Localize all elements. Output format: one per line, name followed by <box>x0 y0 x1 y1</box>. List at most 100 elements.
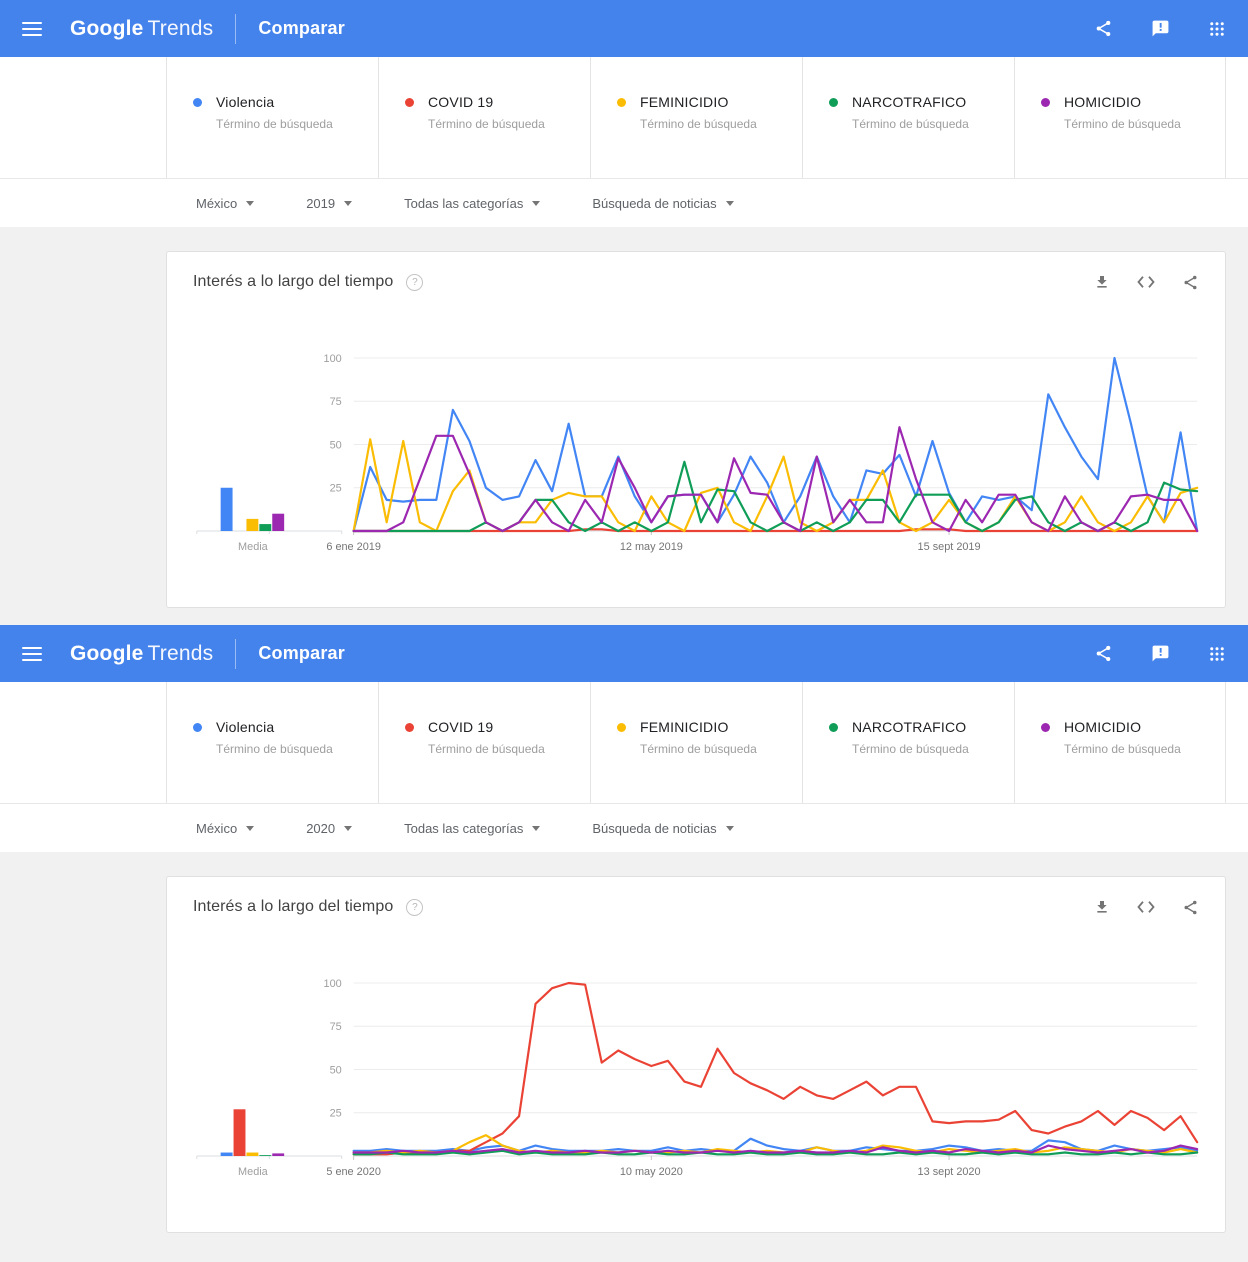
filter-country-value: México <box>196 820 238 836</box>
series-color-dot <box>1041 97 1050 107</box>
caret-down-icon <box>246 200 255 206</box>
help-icon[interactable]: ? <box>406 273 424 291</box>
term-label: FEMINICIDIO <box>640 719 729 735</box>
svg-text:13 sept 2020: 13 sept 2020 <box>918 1166 981 1178</box>
term-type-label: Término de búsqueda <box>640 742 757 756</box>
caret-down-icon <box>725 200 734 206</box>
chart-section: Interés a lo largo del tiempo ? 25 50 75 10… <box>0 852 1248 1250</box>
series-color-dot <box>405 97 414 107</box>
share-icon[interactable] <box>1182 274 1199 291</box>
term-card-homicidio[interactable]: HOMICIDIO Término de búsqueda <box>1014 57 1226 178</box>
menu-icon[interactable] <box>22 646 42 661</box>
interest-over-time-chart-2019: 25 50 75 100 6 ene 2019 12 may 2019 15 sept 20… <box>196 353 1199 553</box>
filter-country-dropdown[interactable]: México <box>196 820 255 836</box>
filter-time-dropdown[interactable]: 2019 <box>306 195 353 211</box>
header-actions <box>1094 19 1226 38</box>
panel-2019: Google Trends Comparar Violencia Término … <box>0 0 1248 625</box>
feedback-icon[interactable] <box>1151 644 1170 663</box>
term-card-feminicidio[interactable]: FEMINICIDIO Término de búsqueda <box>590 682 802 803</box>
filter-category-dropdown[interactable]: Todas las categorías <box>404 821 541 836</box>
download-icon[interactable] <box>1094 899 1110 915</box>
google-trends-logo[interactable]: Google Trends <box>70 17 213 41</box>
series-color-dot <box>617 722 626 732</box>
term-type-label: Término de búsqueda <box>428 742 545 756</box>
app-bar: Google Trends Comparar <box>0 625 1248 682</box>
filter-time-dropdown[interactable]: 2020 <box>306 820 353 836</box>
term-type-label: Término de búsqueda <box>1064 742 1181 756</box>
term-type-label: Término de búsqueda <box>216 742 333 756</box>
filter-time-value: 2020 <box>306 820 336 836</box>
term-label: Violencia <box>216 719 275 735</box>
svg-text:75: 75 <box>330 396 342 408</box>
term-type-label: Término de búsqueda <box>428 117 545 131</box>
filter-country-value: México <box>196 195 238 211</box>
term-card-covid-19[interactable]: COVID 19 Término de búsqueda <box>378 57 590 178</box>
term-type-label: Término de búsqueda <box>852 742 969 756</box>
term-label: Violencia <box>216 94 275 110</box>
header-divider <box>235 13 237 44</box>
search-terms-row: Violencia Término de búsqueda COVID 19 T… <box>0 682 1248 804</box>
chart-title: Interés a lo largo del tiempo <box>193 273 394 290</box>
term-type-label: Término de búsqueda <box>640 117 757 131</box>
series-color-dot <box>829 722 838 732</box>
series-color-dot <box>193 722 202 732</box>
filter-category-dropdown[interactable]: Todas las categorías <box>404 196 541 211</box>
svg-text:25: 25 <box>330 483 342 495</box>
google-trends-logo[interactable]: Google Trends <box>70 642 213 666</box>
filter-searchtype-value: Búsqueda de noticias <box>592 195 717 211</box>
term-label: COVID 19 <box>428 719 494 735</box>
term-card-narcotrafico[interactable]: NARCOTRAFICO Término de búsqueda <box>802 682 1014 803</box>
chart-card-header: Interés a lo largo del tiempo ? <box>167 252 1225 297</box>
filter-searchtype-dropdown[interactable]: Búsqueda de noticias <box>592 820 734 836</box>
svg-text:Media: Media <box>238 541 269 553</box>
term-card-covid-19[interactable]: COVID 19 Término de búsqueda <box>378 682 590 803</box>
header-divider <box>235 638 237 669</box>
term-card-violencia[interactable]: Violencia Término de búsqueda <box>166 682 378 803</box>
header-actions <box>1094 644 1226 663</box>
caret-down-icon <box>344 200 353 206</box>
term-card-homicidio[interactable]: HOMICIDIO Término de búsqueda <box>1014 682 1226 803</box>
apps-grid-icon[interactable] <box>1208 20 1226 38</box>
help-icon[interactable]: ? <box>406 898 424 916</box>
filters-row: México 2019 Todas las categorías Búsqued… <box>0 179 1248 227</box>
filter-searchtype-value: Búsqueda de noticias <box>592 820 717 836</box>
interest-over-time-card: Interés a lo largo del tiempo ? 25 50 75 10… <box>166 876 1226 1233</box>
term-label: NARCOTRAFICO <box>852 719 967 735</box>
term-label: HOMICIDIO <box>1064 719 1142 735</box>
interest-over-time-chart-2020: 25 50 75 100 5 ene 2020 10 may 2020 13 sept 20… <box>196 978 1199 1178</box>
logo-google-text: Google <box>70 16 144 40</box>
series-color-dot <box>193 97 202 107</box>
svg-text:50: 50 <box>330 439 342 451</box>
term-card-narcotrafico[interactable]: NARCOTRAFICO Término de búsqueda <box>802 57 1014 178</box>
download-icon[interactable] <box>1094 274 1110 290</box>
apps-grid-icon[interactable] <box>1208 645 1226 663</box>
menu-icon[interactable] <box>22 21 42 36</box>
caret-down-icon <box>725 825 734 831</box>
filter-searchtype-dropdown[interactable]: Búsqueda de noticias <box>592 195 734 211</box>
share-icon[interactable] <box>1094 644 1113 663</box>
svg-text:Media: Media <box>238 1166 269 1178</box>
caret-down-icon <box>344 825 353 831</box>
chart-actions <box>1094 274 1199 291</box>
chart-actions <box>1094 899 1199 916</box>
filter-time-value: 2019 <box>306 195 336 211</box>
filter-country-dropdown[interactable]: México <box>196 195 255 211</box>
embed-code-icon[interactable] <box>1137 275 1155 289</box>
logo-trends-text: Trends <box>147 16 214 40</box>
caret-down-icon <box>532 200 541 206</box>
feedback-icon[interactable] <box>1151 19 1170 38</box>
logo-trends-text: Trends <box>147 641 214 665</box>
term-card-violencia[interactable]: Violencia Término de búsqueda <box>166 57 378 178</box>
term-type-label: Término de búsqueda <box>216 117 333 131</box>
embed-code-icon[interactable] <box>1137 900 1155 914</box>
share-icon[interactable] <box>1094 19 1113 38</box>
term-card-feminicidio[interactable]: FEMINICIDIO Término de búsqueda <box>590 57 802 178</box>
caret-down-icon <box>246 825 255 831</box>
svg-text:15 sept 2019: 15 sept 2019 <box>918 541 981 553</box>
series-color-dot <box>617 97 626 107</box>
term-type-label: Término de búsqueda <box>852 117 969 131</box>
chart-body: 25 50 75 100 5 ene 2020 10 may 2020 13 sept 20… <box>167 922 1225 1232</box>
svg-text:25: 25 <box>330 1108 342 1120</box>
share-icon[interactable] <box>1182 899 1199 916</box>
svg-text:50: 50 <box>330 1064 342 1076</box>
